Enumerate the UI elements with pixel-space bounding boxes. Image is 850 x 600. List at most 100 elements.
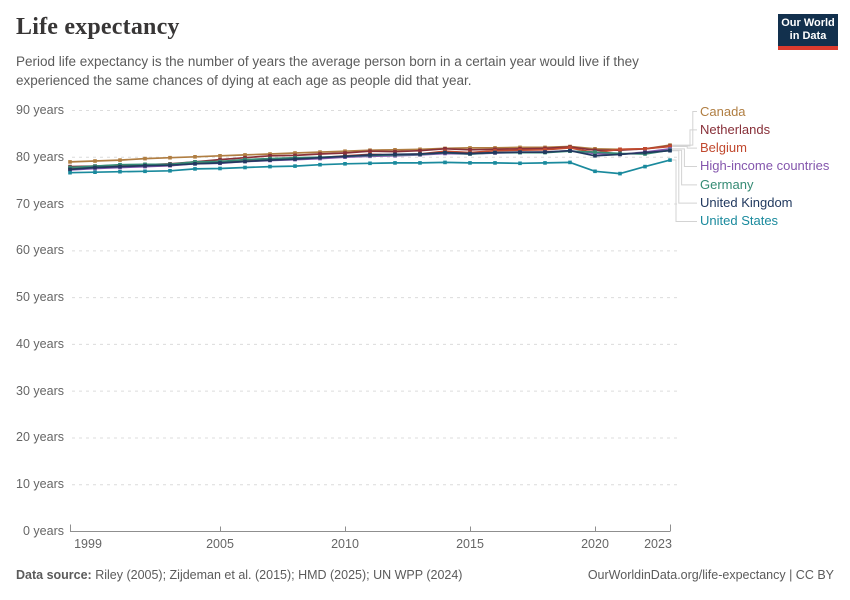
series-marker-united-states	[193, 167, 197, 171]
series-marker-united-kingdom	[268, 158, 272, 162]
data-source-label: Data source:	[16, 568, 92, 582]
series-marker-united-kingdom	[193, 162, 197, 166]
series-marker-united-states	[568, 160, 572, 165]
series-marker-united-states	[118, 169, 122, 174]
y-axis-label-60: 60 years	[16, 243, 64, 258]
y-axis-label-40: 40 years	[16, 336, 64, 351]
series-marker-united-kingdom	[493, 150, 497, 155]
series-marker-canada	[68, 160, 72, 164]
series-marker-united-kingdom	[468, 151, 472, 156]
series-marker-canada	[193, 155, 197, 159]
series-marker-netherlands	[593, 148, 597, 152]
legend-item-netherlands[interactable]: Netherlands	[700, 121, 771, 137]
series-marker-united-states	[393, 161, 397, 165]
series-marker-united-states	[68, 170, 72, 175]
series-marker-netherlands	[343, 151, 347, 155]
y-axis-label-80: 80 years	[16, 149, 64, 164]
series-marker-united-kingdom	[218, 161, 222, 165]
series-marker-canada	[293, 151, 297, 155]
series-marker-united-kingdom	[68, 167, 72, 172]
series-marker-united-kingdom	[568, 148, 572, 153]
series-marker-united-states	[268, 164, 272, 169]
series-marker-united-kingdom	[118, 164, 122, 169]
series-marker-united-states	[468, 161, 472, 165]
series-marker-united-states	[593, 169, 597, 174]
series-marker-united-states	[293, 164, 297, 168]
series-marker-united-kingdom	[93, 165, 97, 170]
page-title: Life expectancy	[16, 14, 180, 40]
series-marker-united-states	[668, 158, 672, 162]
series-marker-germany	[118, 162, 122, 167]
series-marker-belgium	[618, 147, 622, 152]
series-marker-united-states	[243, 165, 247, 170]
owid-url-link[interactable]: OurWorldinData.org/life-expectancy | CC …	[587, 568, 834, 582]
series-marker-belgium	[518, 148, 522, 152]
series-marker-canada	[468, 146, 472, 150]
series-marker-united-states	[543, 161, 547, 165]
series-marker-united-kingdom	[668, 148, 672, 153]
series-marker-united-kingdom	[343, 154, 347, 159]
series-marker-canada	[118, 158, 122, 162]
y-axis-label-70: 70 years	[16, 196, 64, 211]
series-marker-belgium	[668, 144, 672, 149]
y-axis-label-0: 0 years	[23, 524, 64, 538]
legend-item-germany[interactable]: Germany	[700, 176, 754, 192]
series-marker-canada	[93, 159, 97, 163]
series-marker-united-kingdom	[143, 163, 147, 168]
series-marker-united-states	[343, 162, 347, 166]
series-marker-netherlands	[318, 152, 322, 156]
series-marker-united-kingdom	[443, 150, 447, 155]
x-axis-label-2023: 2023	[644, 537, 672, 551]
data-source-text: Riley (2005); Zijdeman et al. (2015); HM…	[91, 568, 463, 582]
series-marker-netherlands	[243, 155, 247, 160]
series-marker-united-states	[618, 171, 622, 176]
x-axis-label-2015: 2015	[456, 537, 484, 551]
legend-item-canada[interactable]: Canada	[700, 103, 746, 119]
series-marker-united-states	[168, 169, 172, 173]
series-marker-germany	[193, 160, 197, 164]
series-marker-netherlands	[443, 147, 447, 151]
series-marker-germany	[68, 165, 72, 170]
series-marker-united-kingdom	[418, 152, 422, 156]
data-source-note: Data source: Riley (2005); Zijdeman et a…	[16, 568, 462, 582]
y-axis-label-50: 50 years	[16, 290, 64, 305]
chart-subtitle: Period life expectancy is the number of …	[16, 54, 639, 88]
series-marker-united-kingdom	[593, 154, 597, 158]
series-marker-canada	[143, 156, 147, 161]
series-marker-united-states	[443, 160, 447, 165]
y-axis-label-10: 10 years	[16, 477, 64, 492]
legend-item-belgium[interactable]: Belgium	[700, 140, 747, 156]
series-marker-united-kingdom	[618, 152, 622, 157]
series-marker-netherlands	[468, 148, 472, 152]
series-marker-netherlands	[293, 153, 297, 158]
series-marker-united-states	[143, 169, 147, 174]
legend-item-united-kingdom[interactable]: United Kingdom	[700, 195, 793, 211]
series-marker-united-states	[418, 161, 422, 165]
series-marker-united-kingdom	[168, 163, 172, 167]
series-marker-canada	[318, 150, 322, 154]
series-marker-united-kingdom	[368, 153, 372, 157]
series-marker-united-states	[368, 161, 372, 166]
legend-item-high-income-countries[interactable]: High-income countries	[700, 158, 830, 174]
series-marker-belgium	[568, 146, 572, 150]
series-marker-canada	[218, 154, 222, 158]
legend-item-united-states[interactable]: United States	[700, 213, 779, 229]
series-marker-netherlands	[268, 154, 272, 158]
series-marker-united-states	[218, 166, 222, 171]
series-marker-united-kingdom	[518, 150, 522, 154]
owid-logo[interactable]: Our World in Data	[778, 14, 838, 50]
y-axis-label-90: 90 years	[16, 103, 64, 117]
series-marker-netherlands	[368, 149, 372, 153]
series-marker-netherlands	[393, 149, 397, 154]
series-marker-belgium	[643, 147, 647, 151]
series-marker-united-states	[318, 162, 322, 167]
series-marker-united-kingdom	[293, 157, 297, 161]
series-marker-united-states	[93, 170, 97, 174]
line-chart-canvas	[68, 110, 697, 532]
legend-connector-united-states	[671, 159, 697, 222]
series-marker-united-states	[518, 161, 522, 166]
series-marker-germany	[243, 157, 247, 162]
x-axis-label-2005: 2005	[206, 537, 234, 551]
x-axis-label-2010: 2010	[331, 537, 359, 551]
